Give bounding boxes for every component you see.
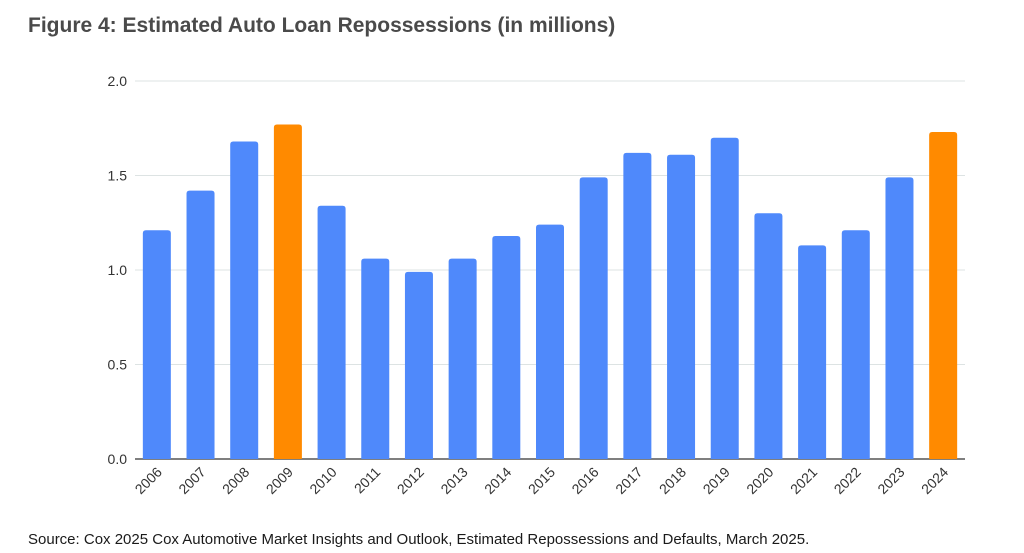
bar-2011 <box>361 258 390 459</box>
bar-2014 <box>492 235 521 459</box>
x-tick-label: 2015 <box>525 464 558 497</box>
x-tick-label: 2019 <box>700 464 733 497</box>
bar-2021 <box>798 245 827 459</box>
x-tick-label: 2022 <box>831 464 864 497</box>
x-tick-label: 2020 <box>743 464 776 497</box>
x-tick-label: 2017 <box>612 464 645 497</box>
bar-2019 <box>710 137 739 459</box>
x-tick-label: 2016 <box>568 464 601 497</box>
y-tick-label: 1.0 <box>108 262 128 278</box>
x-tick-label: 2008 <box>219 464 252 497</box>
x-tick-label: 2023 <box>874 464 907 497</box>
bar-2010 <box>317 205 346 459</box>
bar-2024 <box>929 132 958 459</box>
bar-2008 <box>230 141 259 460</box>
bar-2017 <box>623 152 652 459</box>
bar-2022 <box>841 230 870 459</box>
x-tick-label: 2012 <box>394 464 427 497</box>
y-tick-label: 1.5 <box>108 168 128 184</box>
bar-2007 <box>186 190 215 459</box>
x-tick-label: 2011 <box>351 464 384 497</box>
bar-2006 <box>142 230 171 459</box>
x-tick-label: 2010 <box>306 464 339 497</box>
x-tick-label: 2018 <box>656 464 689 497</box>
bar-2012 <box>404 271 433 459</box>
x-tick-label: 2006 <box>132 464 165 497</box>
x-tick-label: 2024 <box>918 464 951 497</box>
x-tick-label: 2013 <box>437 464 470 497</box>
bar-2009 <box>273 124 302 459</box>
x-tick-label: 2007 <box>175 464 208 497</box>
x-tick-label: 2021 <box>787 464 820 497</box>
chart-title: Figure 4: Estimated Auto Loan Repossessi… <box>28 14 616 37</box>
bar-2013 <box>448 258 477 459</box>
x-tick-label: 2014 <box>481 464 514 497</box>
bar-2023 <box>885 177 914 459</box>
bar-2020 <box>754 213 783 459</box>
y-tick-label: 0.0 <box>108 451 128 467</box>
bar-2018 <box>667 154 696 459</box>
y-tick-label: 2.0 <box>108 73 128 89</box>
bar-2016 <box>579 177 608 459</box>
source-note: Source: Cox 2025 Cox Automotive Market I… <box>28 531 810 548</box>
bar-2015 <box>536 224 564 459</box>
x-tick-label: 2009 <box>263 464 296 497</box>
y-tick-label: 0.5 <box>108 357 128 373</box>
